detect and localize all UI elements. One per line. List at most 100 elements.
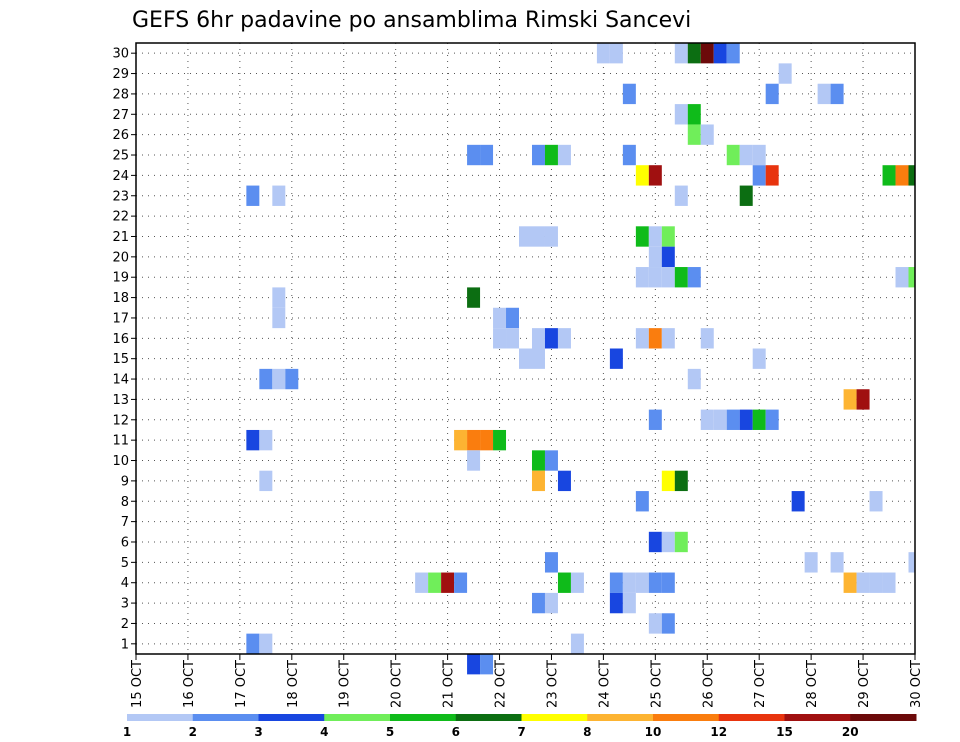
plot-frame — [135, 42, 916, 655]
legend-label: 10 — [645, 725, 662, 739]
heatmap-cell — [882, 572, 896, 593]
heatmap-cell — [493, 429, 507, 451]
heatmap-cell — [493, 307, 507, 329]
heatmap-cell — [752, 409, 766, 430]
legend-swatch — [127, 714, 194, 721]
heatmap-cell — [687, 368, 701, 390]
heatmap-cell — [467, 429, 481, 451]
heatmap-cell — [856, 389, 870, 410]
legend-swatch — [521, 714, 588, 721]
heatmap-cell — [908, 267, 915, 288]
x-tick-label: 28 OCT — [805, 660, 820, 708]
chart-title: GEFS 6hr padavine po ansamblima Rimski S… — [132, 8, 691, 33]
heatmap-cell — [415, 572, 429, 593]
y-tick-label: 10 — [112, 454, 129, 469]
x-tick-label: 19 OCT — [338, 660, 353, 708]
y-tick-label: 22 — [112, 210, 129, 225]
heatmap-cell — [661, 267, 675, 288]
x-tick-label: 27 OCT — [753, 660, 768, 708]
heatmap-cell — [661, 246, 675, 268]
y-tick-label: 23 — [112, 189, 129, 204]
heatmap-cell — [674, 470, 688, 492]
heatmap-cell — [635, 328, 649, 349]
heatmap-cell — [531, 450, 545, 471]
heatmap-cell — [648, 246, 662, 268]
heatmap-cell — [635, 572, 649, 593]
heatmap-cell — [635, 165, 649, 186]
heatmap-cell — [544, 450, 558, 471]
heatmap-cell — [622, 572, 636, 593]
y-tick-label: 28 — [112, 87, 129, 102]
legend-label: 3 — [254, 725, 262, 739]
legend-label: 15 — [776, 725, 793, 739]
heatmap-cell — [531, 328, 545, 349]
legend-swatch — [258, 714, 325, 721]
heatmap-cell — [752, 144, 766, 166]
heatmap-cell — [480, 654, 494, 675]
legend-swatch — [455, 714, 522, 721]
y-tick-label: 7 — [121, 515, 129, 530]
heatmap-cells — [246, 43, 915, 675]
y-tick-label: 3 — [121, 597, 129, 612]
heatmap-cell — [544, 552, 558, 573]
legend-label: 20 — [842, 725, 859, 739]
heatmap-cell — [272, 368, 286, 390]
heatmap-cell — [726, 144, 740, 166]
heatmap-cell — [830, 83, 844, 105]
heatmap-cell — [830, 552, 844, 573]
heatmap-cell — [544, 328, 558, 349]
heatmap-cell — [648, 267, 662, 288]
heatmap-cell — [428, 572, 442, 593]
heatmap-cell — [635, 226, 649, 247]
heatmap-cell — [661, 613, 675, 634]
heatmap-cell — [246, 633, 260, 654]
x-tick-label: 26 OCT — [701, 660, 716, 708]
legend-swatch — [192, 714, 259, 721]
heatmap-cell — [869, 572, 883, 593]
heatmap-cell — [778, 63, 792, 84]
heatmap-cell — [648, 531, 662, 553]
heatmap-cell — [843, 572, 857, 593]
legend-swatch — [587, 714, 654, 721]
legend-label: 7 — [517, 725, 525, 739]
y-tick-label: 14 — [112, 373, 129, 388]
heatmap-cell — [454, 572, 468, 593]
y-tick-label: 27 — [112, 108, 129, 123]
y-tick-label: 19 — [112, 271, 129, 286]
heatmap-cell — [908, 552, 915, 573]
heatmap-cell — [544, 226, 558, 247]
heatmap-cell — [506, 328, 520, 349]
heatmap-cell — [531, 592, 545, 614]
heatmap-cell — [765, 409, 779, 430]
heatmap-cell — [739, 409, 753, 430]
y-tick-label: 8 — [121, 495, 129, 510]
heatmap-cell — [674, 185, 688, 206]
heatmap-cell — [674, 43, 688, 64]
heatmap-cell — [661, 531, 675, 553]
y-tick-label: 24 — [112, 169, 129, 184]
heatmap-cell — [713, 43, 727, 64]
heatmap-cell — [687, 104, 701, 125]
heatmap-cell — [661, 226, 675, 247]
legend-label: 8 — [583, 725, 591, 739]
heatmap-cell — [661, 572, 675, 593]
heatmap-cell — [467, 654, 481, 675]
legend-swatch — [784, 714, 851, 721]
heatmap-cell — [661, 470, 675, 492]
legend-label: 2 — [189, 725, 197, 739]
x-tick-label: 24 OCT — [597, 660, 612, 708]
legend-label: 1 — [123, 725, 131, 739]
heatmap-cell — [272, 287, 286, 308]
x-tick-label: 23 OCT — [545, 660, 560, 708]
x-tick-label: 30 OCT — [909, 660, 924, 708]
heatmap-cell — [467, 287, 481, 308]
x-tick-label: 20 OCT — [390, 660, 405, 708]
heatmap-cell — [687, 267, 701, 288]
heatmap-cell — [272, 307, 286, 329]
heatmap-cell — [480, 144, 494, 166]
heatmap-cell — [557, 572, 571, 593]
legend-label: 12 — [710, 725, 727, 739]
y-tick-label: 29 — [112, 67, 129, 82]
y-tick-label: 15 — [112, 352, 129, 367]
heatmap-cell — [661, 328, 675, 349]
